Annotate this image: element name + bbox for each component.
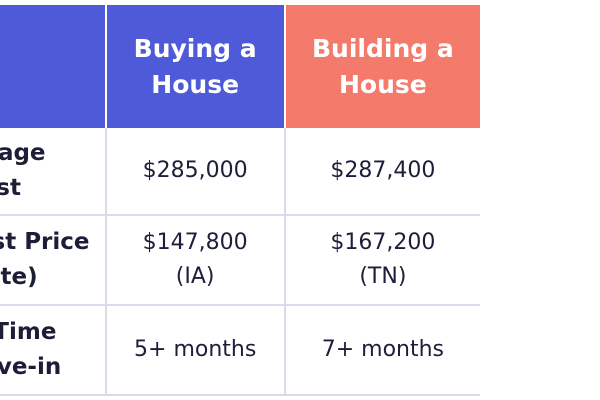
cell-value: (IA) (175, 264, 215, 289)
row-label-cheapest-price: Cheapest Price (State) (0, 215, 107, 306)
header-buy-line: House (151, 69, 240, 99)
table-row: Avg. Time to Move-in 5+ months 7+ months (0, 305, 480, 396)
cell-value: 7+ months (321, 337, 445, 362)
row-label-line: (State) (0, 264, 38, 290)
header-label-cell (0, 5, 107, 128)
row-label-line: Cheapest Price (0, 229, 90, 255)
header-building-a-house: Building a House (284, 5, 480, 128)
table-row: Average Cost $285,000 $287,400 (0, 128, 480, 216)
cell-value: $147,800 (142, 230, 248, 255)
cell-value: (TN) (359, 264, 407, 289)
cell-buy-cheapest-price: $147,800 (IA) (105, 215, 286, 306)
row-label-line: Average (0, 140, 46, 166)
cell-value: 5+ months (134, 337, 257, 362)
header-build-line: Building a (312, 33, 454, 63)
row-label-line: to Move-in (0, 354, 62, 380)
row-label-line: Avg. Time (0, 319, 57, 345)
comparison-table: Buying a House Building a House Average … (0, 5, 480, 396)
cell-value: $287,400 (330, 158, 436, 183)
cell-buy-avg-time: 5+ months (105, 305, 286, 396)
cell-build-cheapest-price: $167,200 (TN) (284, 215, 480, 306)
header-build-line: House (339, 69, 427, 99)
cell-value: $167,200 (330, 230, 436, 255)
cell-value: $285,000 (142, 158, 248, 183)
row-label-average-cost: Average Cost (0, 128, 107, 216)
row-label-avg-time: Avg. Time to Move-in (0, 305, 107, 396)
cell-build-avg-time: 7+ months (284, 305, 480, 396)
cell-build-average-cost: $287,400 (284, 128, 480, 216)
table-row: Cheapest Price (State) $147,800 (IA) $16… (0, 215, 480, 306)
header-buy-line: Buying a (133, 33, 257, 63)
header-row: Buying a House Building a House (0, 5, 480, 128)
cell-buy-average-cost: $285,000 (105, 128, 286, 216)
row-label-line: Cost (0, 175, 21, 201)
header-buying-a-house: Buying a House (105, 5, 286, 128)
